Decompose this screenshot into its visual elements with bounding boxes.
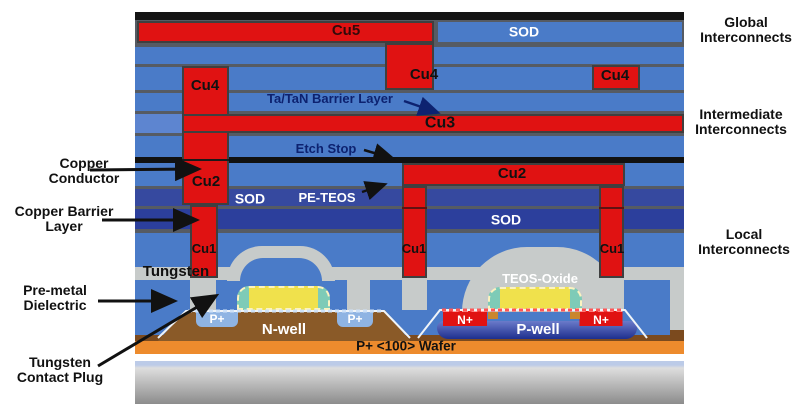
tungsten-contact-plug-label: Tungsten Contact Plug xyxy=(16,353,104,385)
copper-conductor-label: Copper Conductor xyxy=(48,154,120,186)
global-interconnects-label: Global Interconnects xyxy=(700,13,792,45)
via-boundary-line xyxy=(599,207,624,209)
via-boundary-line xyxy=(402,207,427,209)
wafer-layer xyxy=(135,341,684,354)
tungsten-contact-plug-left xyxy=(190,280,216,312)
cu4-cu2-column xyxy=(182,66,229,205)
cu1-via-left xyxy=(190,205,218,278)
nmos-gate xyxy=(488,287,582,310)
local-interconnects-label: Local Interconnects xyxy=(698,225,790,257)
cu1-via-middle xyxy=(402,186,427,278)
pmos-arch-cavity xyxy=(240,258,322,281)
cu5-cu4-via xyxy=(385,43,434,90)
substrate-tap xyxy=(670,330,684,340)
dielectric-stripe xyxy=(135,136,684,157)
etch-stop-layer xyxy=(135,157,684,163)
cu5-line xyxy=(137,21,434,43)
premetal-dielectric-label: Pre-metal Dielectric xyxy=(23,281,87,313)
sod-top-layer xyxy=(438,22,682,42)
top-passivation-bar xyxy=(135,12,684,20)
cu3-line xyxy=(182,114,684,133)
tungsten-contact-plug xyxy=(347,280,370,312)
cu4-line-right xyxy=(592,65,640,90)
intermediate-interconnects-label: Intermediate Interconnects xyxy=(695,105,787,137)
n-well-region xyxy=(158,310,410,341)
gate-side-contact xyxy=(570,312,580,319)
tungsten-contact-plug xyxy=(402,280,427,310)
gate-side-contact xyxy=(488,312,498,319)
dielectric-stripe-light xyxy=(135,114,182,133)
pmos-gate xyxy=(237,286,330,310)
p-well-region xyxy=(437,321,637,339)
tungsten-contact-plug xyxy=(599,280,624,310)
copper-barrier-label: Copper Barrier Layer xyxy=(14,202,114,234)
tungsten-edge-column xyxy=(670,280,684,330)
cu1-via-right xyxy=(599,186,624,278)
substrate-bar xyxy=(135,361,684,404)
via-boundary-line xyxy=(182,159,229,161)
cu2-line-right xyxy=(402,163,625,186)
